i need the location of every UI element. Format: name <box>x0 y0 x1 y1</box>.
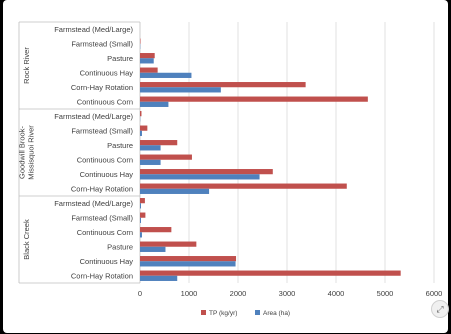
bar-tp <box>140 169 273 175</box>
category-label: Continuous Corn <box>77 97 133 106</box>
bar-area <box>140 130 142 136</box>
bar-tp <box>140 125 148 131</box>
bar-area <box>140 246 166 252</box>
group-label: Goodwill Brook-Missisquoi River <box>18 125 36 180</box>
bar-tp <box>140 96 368 102</box>
bar-area <box>140 188 210 194</box>
category-label: Pasture <box>107 54 133 63</box>
bar-area <box>140 217 141 223</box>
category-label: Farmstead (Small) <box>71 39 133 48</box>
group-label: Rock River <box>22 47 31 84</box>
category-label: Farmstead (Med/Large) <box>54 199 133 208</box>
bar-tp <box>140 111 142 117</box>
x-tick-label: 1000 <box>181 289 198 298</box>
category-label: Corn-Hay Rotation <box>71 184 133 193</box>
legend-swatch-tp <box>201 310 206 315</box>
bar-tp <box>140 53 155 59</box>
bar-area <box>140 275 178 281</box>
bar-tp <box>140 241 197 247</box>
x-tick-label: 5000 <box>377 289 394 298</box>
bar-area <box>140 72 192 78</box>
category-label: Farmstead (Small) <box>71 213 133 222</box>
x-tick-label: 0 <box>138 289 142 298</box>
category-label: Continuous Corn <box>77 228 133 237</box>
x-tick-label: 4000 <box>328 289 345 298</box>
bar-chart: 0 1000 2000 3000 4000 5000 6000 Rock River Farms… <box>18 21 443 317</box>
bar-area <box>140 203 141 209</box>
x-tick-label: 6000 <box>426 289 443 298</box>
category-label: Corn-Hay Rotation <box>71 83 133 92</box>
category-label: Continuous Hay <box>80 170 134 179</box>
x-tick-label: 2000 <box>230 289 247 298</box>
bar-area <box>140 101 169 107</box>
bar-tp <box>140 140 178 146</box>
bar-area <box>140 58 154 64</box>
group-label: Black Creek <box>22 219 31 260</box>
bar-tp <box>140 154 192 160</box>
bar-tp <box>140 256 237 262</box>
category-label: Farmstead (Med/Large) <box>54 112 133 121</box>
bar-tp <box>140 183 347 189</box>
legend-swatch-area <box>255 310 260 315</box>
bar-area <box>140 261 236 267</box>
legend-label-area: Area (ha) <box>263 310 290 317</box>
category-label: Continuous Hay <box>80 68 134 77</box>
bar-tp <box>140 67 158 73</box>
bar-area <box>140 159 161 165</box>
category-label: Pasture <box>107 242 133 251</box>
bar-area <box>140 174 260 180</box>
bar-area <box>140 232 142 238</box>
x-tick-label: 3000 <box>279 289 296 298</box>
chart-frame: 0 1000 2000 3000 4000 5000 6000 Rock River Farms… <box>3 0 449 333</box>
bar-tp <box>140 270 401 276</box>
bar-tp <box>140 212 146 218</box>
category-label: Pasture <box>107 141 133 150</box>
bar-area <box>140 87 221 93</box>
category-label: Continuous Corn <box>77 155 133 164</box>
bar-area <box>140 145 161 151</box>
category-label: Farmstead (Small) <box>71 126 133 135</box>
bar-tp <box>140 227 172 233</box>
category-label: Farmstead (Med/Large) <box>54 25 133 34</box>
expand-icon[interactable]: ⤢ <box>431 300 449 318</box>
category-label: Corn-Hay Rotation <box>71 271 133 280</box>
bar-tp <box>140 82 306 88</box>
category-label: Continuous Hay <box>80 257 134 266</box>
legend-label-tp: TP (kg/yr) <box>209 310 237 317</box>
bar-tp <box>140 198 145 204</box>
